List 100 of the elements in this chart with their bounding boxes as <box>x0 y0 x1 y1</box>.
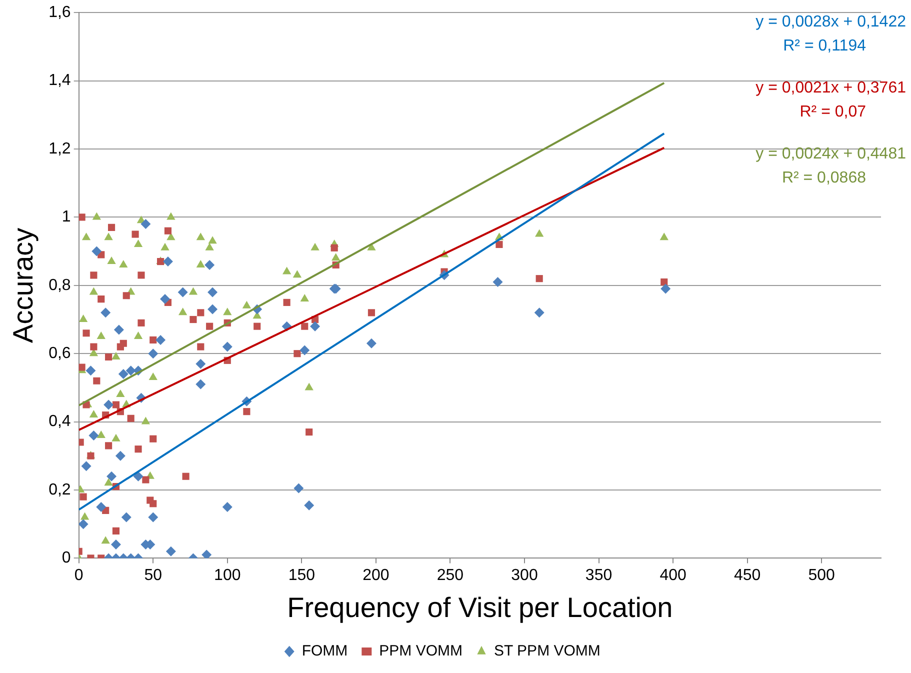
point <box>121 512 132 522</box>
point <box>310 321 320 332</box>
point <box>202 550 212 558</box>
point <box>208 287 218 298</box>
point <box>196 358 206 369</box>
y-axis-title: Accuracy <box>8 228 39 343</box>
annotation: y = 0,0021x + 0,3761 <box>756 79 906 96</box>
point <box>134 332 143 340</box>
legend-label: PPM VOMM <box>379 642 462 660</box>
point <box>310 242 320 250</box>
point <box>535 229 544 237</box>
point <box>89 410 98 418</box>
point <box>208 304 218 314</box>
point <box>223 308 232 316</box>
point <box>294 483 304 494</box>
point <box>134 239 143 247</box>
point <box>148 348 158 359</box>
point <box>166 232 176 240</box>
x-tick-label: 400 <box>660 567 686 584</box>
point <box>208 236 217 244</box>
point <box>166 546 176 556</box>
annotation: R² = 0,0868 <box>782 169 866 186</box>
point <box>104 478 113 486</box>
point <box>148 512 158 522</box>
y-tick-label: 1 <box>62 208 71 226</box>
point <box>115 450 126 461</box>
point <box>205 242 214 250</box>
point <box>116 390 125 398</box>
point <box>112 352 120 360</box>
point <box>166 212 176 220</box>
point <box>126 366 136 376</box>
point <box>304 382 314 390</box>
point <box>196 260 205 268</box>
point <box>118 369 128 380</box>
point <box>300 294 309 302</box>
point <box>82 232 91 240</box>
point <box>492 276 503 287</box>
legend-label: FOMM <box>302 642 348 660</box>
point <box>204 260 215 270</box>
x-tick-label: 100 <box>214 567 241 584</box>
x-tick-label: 200 <box>362 567 390 584</box>
y-tick-label: 0,2 <box>48 481 71 498</box>
y-tick-label: 1,2 <box>48 140 71 158</box>
x-tick-label: 150 <box>288 567 316 584</box>
point <box>112 434 120 442</box>
point <box>660 284 671 294</box>
point <box>100 308 111 318</box>
annotation: R² = 0,1194 <box>783 37 866 54</box>
point <box>366 338 376 348</box>
point <box>222 502 232 512</box>
y-tick-label: 0,6 <box>48 345 71 362</box>
point <box>332 253 340 261</box>
point <box>133 471 144 482</box>
point <box>304 500 314 510</box>
point <box>292 270 302 278</box>
y-tick-label: 0 <box>62 550 71 567</box>
point <box>101 536 110 544</box>
annotation: y = 0,0028x + 0,1422 <box>756 13 906 30</box>
point <box>110 540 121 550</box>
point <box>92 212 101 220</box>
point <box>162 256 173 267</box>
point <box>282 266 292 274</box>
x-axis-title: Frequency of Visit per Location <box>287 592 673 623</box>
point <box>160 242 170 250</box>
annotation: R² = 0,07 <box>800 103 866 120</box>
point <box>80 512 90 520</box>
point <box>107 256 116 264</box>
x-tick-label: 0 <box>74 567 84 584</box>
point <box>222 342 232 352</box>
point <box>300 345 310 356</box>
point <box>196 232 205 240</box>
point <box>148 372 158 380</box>
point <box>160 294 170 304</box>
x-tick-label: 50 <box>144 567 162 584</box>
annotation: y = 0,0024x + 0,4481 <box>756 145 906 162</box>
point <box>88 430 99 440</box>
x-tick-label: 450 <box>734 567 761 584</box>
point <box>141 416 150 424</box>
point <box>242 300 252 308</box>
point <box>660 232 668 240</box>
x-tick-label: 350 <box>585 567 612 584</box>
point <box>106 471 117 482</box>
x-tick-label: 250 <box>436 567 464 584</box>
x-tick-label: 500 <box>808 567 836 584</box>
point <box>114 324 124 335</box>
x-tick-label: 300 <box>511 567 538 584</box>
point <box>92 246 102 256</box>
point <box>156 334 166 345</box>
y-tick-label: 0,4 <box>48 413 71 430</box>
point <box>140 219 151 230</box>
y-tick-label: 1,4 <box>48 72 71 90</box>
point <box>96 430 106 438</box>
point <box>104 400 114 410</box>
point <box>96 332 106 340</box>
point <box>534 308 544 318</box>
point <box>178 287 188 298</box>
point <box>196 379 206 390</box>
point <box>81 461 92 472</box>
legend-label: ST PPM VOMM <box>494 642 600 660</box>
point <box>188 287 198 295</box>
